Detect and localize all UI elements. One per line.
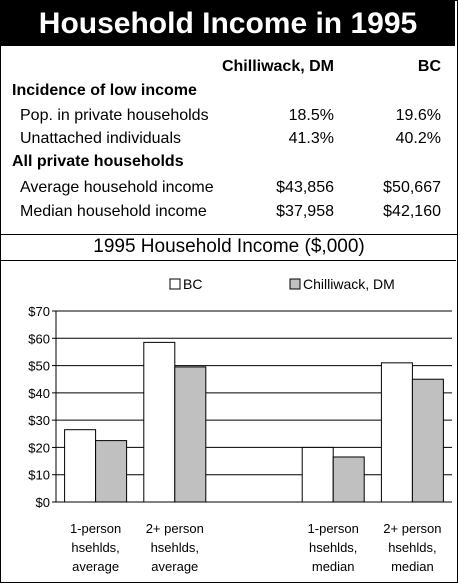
col-header-bc: BC [417, 58, 441, 75]
x-tick-label: 2+ person [146, 521, 204, 536]
chilliwack-value: 18.5% [288, 107, 334, 124]
x-tick-label: hsehlds, [309, 540, 357, 555]
x-tick-label: average [72, 559, 119, 574]
legend-swatch [169, 278, 181, 290]
bc-value: 19.6% [395, 107, 441, 124]
bar-chart: $0 $10 $20 $30 $40 $50 $60 $70 1-person hsehlds, a… [28, 276, 452, 574]
row-label: Average household income [20, 179, 214, 196]
chilliwack-value: $37,958 [276, 203, 334, 220]
row-label: Median household income [20, 203, 207, 220]
y-tick-label: $70 [28, 304, 50, 319]
section-heading: Incidence of low income [0, 82, 456, 104]
x-tick-label: average [151, 559, 198, 574]
x-tick-label: 1-person [308, 521, 359, 536]
y-tick-label: $30 [28, 413, 50, 428]
col-header-chilliwack: Chilliwack, DM [221, 58, 334, 75]
bar-chilliwack-dm [411, 378, 444, 503]
chart-area: $0 $10 $20 $30 $40 $50 $60 $70 1-person hsehlds, a… [0, 260, 456, 582]
legend-label: BC [183, 276, 202, 292]
bar-chilliwack-dm [174, 366, 207, 503]
table-row: Median household income $37,958 $42,160 [0, 203, 456, 225]
table-row: Average household income $43,856 $50,667 [0, 179, 456, 201]
bc-value: $42,160 [383, 203, 441, 220]
bar-chilliwack-dm [332, 456, 365, 503]
x-tick-label: hsehlds, [151, 540, 199, 555]
section-divider [0, 234, 458, 235]
y-tick-label: $50 [28, 359, 50, 374]
x-tick-label: hsehlds, [71, 540, 119, 555]
bar-bc [143, 341, 176, 503]
bc-value: $50,667 [383, 179, 441, 196]
chilliwack-value: 41.3% [288, 130, 334, 147]
x-tick-label: hsehlds, [388, 540, 436, 555]
section-heading-low-income: Incidence of low income [12, 82, 197, 99]
chilliwack-value: $43,856 [276, 179, 334, 196]
y-tick-label: $0 [36, 495, 50, 510]
row-label: Unattached individuals [20, 130, 181, 147]
legend-label: Chilliwack, DM [303, 276, 395, 292]
table-row: Unattached individuals 41.3% 40.2% [0, 130, 456, 152]
section-heading: All private households [0, 153, 456, 175]
bar-bc [301, 446, 334, 503]
x-tick-label: 1-person [70, 521, 121, 536]
y-tick-label: $10 [28, 468, 50, 483]
x-tick-label: median [312, 559, 355, 574]
row-label: Pop. in private households [20, 107, 209, 124]
income-table: Chilliwack, DM BC Incidence of low incom… [0, 46, 456, 234]
x-tick-label: 2+ person [383, 521, 441, 536]
page-title: Household Income in 1995 [1, 1, 455, 46]
y-tick-label: $40 [28, 386, 50, 401]
bar-chilliwack-dm [95, 440, 128, 503]
legend-swatch [289, 278, 301, 290]
x-tick-label: median [391, 559, 434, 574]
table-header-row: Chilliwack, DM BC [0, 58, 456, 80]
bar-bc [64, 429, 97, 503]
y-tick-label: $60 [28, 331, 50, 346]
section-heading-households: All private households [12, 153, 184, 170]
table-row: Pop. in private households 18.5% 19.6% [0, 107, 456, 129]
bar-bc [380, 362, 413, 503]
chart-title: 1995 Household Income ($,000) [93, 236, 365, 257]
bc-value: 40.2% [395, 130, 441, 147]
y-tick-label: $20 [28, 440, 50, 455]
